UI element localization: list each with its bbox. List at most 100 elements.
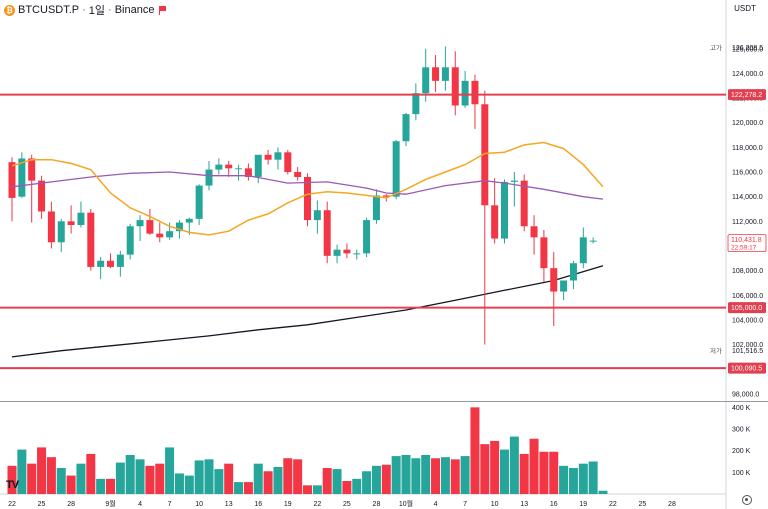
volume-bar: [312, 485, 322, 494]
volume-bar: [588, 461, 598, 494]
candle-body: [422, 67, 430, 94]
volume-bar: [214, 469, 224, 494]
candle-body: [294, 172, 302, 177]
candle-body: [432, 67, 440, 81]
candle-body: [87, 212, 95, 267]
current-price-tag: [727, 234, 767, 253]
volume-bar: [529, 438, 539, 494]
candle-body: [274, 152, 282, 160]
candle-body: [77, 212, 85, 226]
volume-bar: [500, 449, 509, 494]
ma-long-line: [11, 265, 604, 358]
volume-bar: [115, 462, 125, 494]
volume-bar: [371, 465, 381, 494]
candle-body: [225, 164, 233, 169]
volume-bar: [509, 436, 519, 494]
candle-body: [510, 180, 518, 182]
horizontal-line-label-bg: [728, 302, 766, 314]
x-tick-label: 7: [463, 501, 467, 508]
x-tick-label: 13: [520, 501, 528, 508]
x-tick-label: 4: [138, 501, 142, 508]
candle-body: [402, 114, 410, 142]
x-tick-label: 25: [639, 501, 647, 508]
volume-bar: [253, 463, 263, 494]
candle-body: [530, 226, 538, 238]
header-separator-1: ·: [82, 4, 86, 16]
price-tick-label: 98,000.0: [732, 391, 759, 398]
candle-body: [38, 180, 46, 212]
candle-body: [343, 249, 351, 254]
volume-bar: [391, 456, 401, 494]
volume-bar: [194, 460, 204, 494]
price-tick-label: 120,000.0: [732, 120, 763, 127]
countdown-label: 22:59:17: [731, 245, 757, 252]
candle-body: [205, 169, 213, 186]
volume-bar: [66, 475, 76, 494]
flag-icon[interactable]: [159, 6, 167, 15]
candle-body: [215, 164, 223, 170]
x-tick-label: 9월: [105, 499, 115, 508]
gear-icon[interactable]: [742, 495, 752, 505]
x-tick-label: 25: [343, 501, 351, 508]
bitcoin-icon: ₿: [4, 4, 15, 16]
candle-body: [481, 104, 489, 206]
volume-bar: [332, 469, 342, 494]
volume-bar: [470, 407, 480, 494]
volume-tick-label: 300 K: [732, 427, 751, 434]
low-label-text: 저가: [710, 346, 722, 355]
price-tick-label: 118,000.0: [732, 145, 763, 152]
volume-bar: [234, 482, 244, 494]
x-tick-label: 7: [168, 501, 172, 508]
candle-body: [323, 210, 331, 256]
candle-body: [126, 226, 134, 255]
candle-body: [166, 231, 174, 238]
x-tick-label: 16: [550, 501, 558, 508]
price-tick-label: 116,000.0: [732, 170, 763, 177]
volume-bar: [46, 457, 56, 494]
x-tick-label: 22: [609, 501, 617, 508]
price-tick-label: 112,000.0: [732, 219, 763, 226]
volume-bar: [352, 478, 362, 494]
price-tick-label: 126,000.0: [732, 46, 763, 53]
high-label-value: 126,208.5: [732, 45, 763, 52]
candle-body: [254, 154, 262, 177]
x-tick-label: 10: [195, 501, 203, 508]
candle-body: [451, 67, 459, 106]
volume-bar: [421, 455, 431, 494]
candle-body: [195, 185, 203, 219]
candle-body: [107, 260, 114, 267]
candle-body: [461, 80, 469, 106]
horizontal-line-label-bg: [728, 362, 766, 374]
volume-bar: [263, 471, 273, 494]
price-tick-label: 108,000.0: [732, 268, 763, 275]
volume-bar: [598, 490, 608, 494]
volume-bar: [76, 463, 86, 494]
candle-body: [28, 158, 36, 181]
volume-bar: [204, 459, 214, 494]
price-tick-label: 104,000.0: [732, 317, 763, 324]
horizontal-line-label: 100,090.5: [731, 366, 762, 373]
volume-bar: [362, 471, 372, 494]
candle-body: [185, 218, 193, 223]
currency-button[interactable]: USDT: [734, 4, 756, 13]
volume-bar: [480, 444, 490, 494]
volume-bar: [273, 466, 283, 494]
candle-body: [67, 221, 75, 226]
x-tick-label: 22: [313, 501, 321, 508]
volume-tick-label: 100 K: [732, 470, 751, 477]
header-separator-2: ·: [108, 4, 112, 16]
ma-short-line: [11, 141, 604, 236]
x-tick-label: 19: [579, 501, 587, 508]
symbol-header[interactable]: ₿ BTCUSDT.P · 1일 · Binance: [4, 2, 167, 18]
volume-bar: [411, 458, 421, 494]
volume-tick-label: 400 K: [732, 405, 751, 412]
candle-body: [412, 93, 420, 115]
volume-bar: [519, 453, 529, 494]
volume-bar: [431, 458, 441, 494]
volume-bar: [145, 465, 155, 494]
price-tick-label: 124,000.0: [732, 71, 763, 78]
volume-bar: [460, 456, 470, 494]
interval-label[interactable]: 1일: [88, 5, 106, 17]
